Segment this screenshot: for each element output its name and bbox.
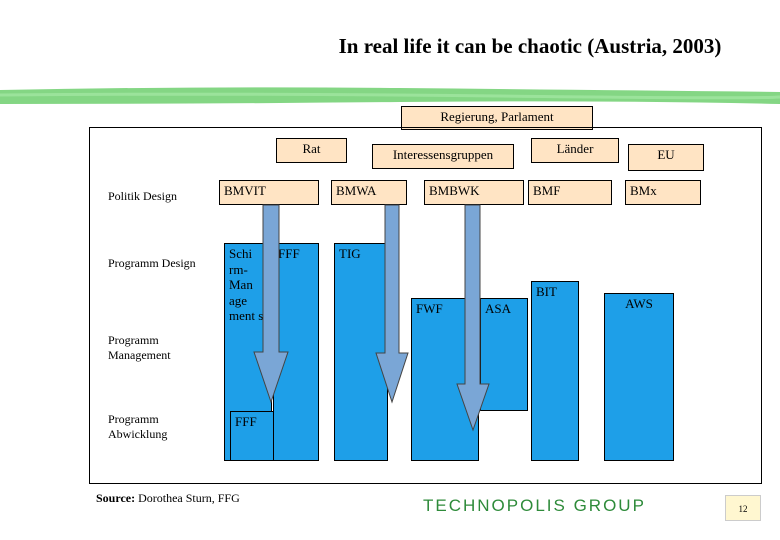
row-label-programm-abwicklung: Programm Abwicklung: [108, 412, 168, 441]
slide-title: In real life it can be chaotic (Austria,…: [338, 34, 722, 58]
rat-box: Rat: [276, 138, 347, 163]
bmvit-box: BMVIT: [219, 180, 319, 205]
bmwa-box: BMWA: [331, 180, 407, 205]
aws-bar: AWS: [604, 293, 674, 461]
row-label-programm-design: Programm Design: [108, 256, 196, 270]
source-note: Source: Dorothea Sturn, FFG: [96, 491, 240, 506]
bmbwk-box: BMBWK: [424, 180, 524, 205]
page-number: 12: [725, 495, 761, 521]
source-text: Dorothea Sturn, FFG: [135, 491, 240, 505]
bmx-box: BMx: [625, 180, 701, 205]
arrow-bmvit: [253, 204, 289, 404]
technopolis-logo: TECHNOPOLIS GROUP: [423, 496, 646, 515]
row-label-politik-design: Politik Design: [108, 189, 178, 203]
fff-abwicklung-bar: FFF: [230, 411, 274, 461]
diagram-frame: [89, 127, 762, 484]
source-label: Source:: [96, 491, 136, 505]
arrow-bmwa: [375, 204, 409, 404]
interessensgruppen-box: Interessensgruppen: [372, 144, 514, 169]
green-stripe-decoration: [0, 87, 780, 104]
arrow-bmbwk: [456, 204, 490, 432]
bit-bar: BIT: [531, 281, 579, 461]
regierung-parlament-box: Regierung, Parlament: [401, 106, 593, 130]
laender-box: Länder: [531, 138, 619, 163]
row-label-programm-management: Programm Management: [108, 333, 171, 362]
bmf-box: BMF: [528, 180, 612, 205]
eu-box: EU: [628, 144, 704, 171]
